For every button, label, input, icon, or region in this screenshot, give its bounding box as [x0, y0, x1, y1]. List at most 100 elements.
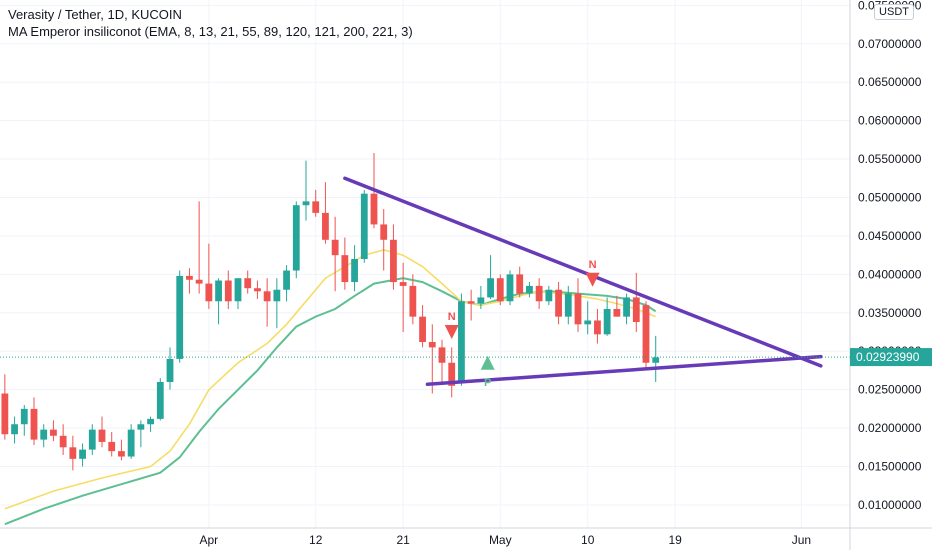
- price-tick-label: 0.05000000: [858, 191, 922, 205]
- candle-body: [370, 193, 378, 225]
- time-tick-label: 19: [668, 533, 682, 547]
- signal-triangle-down: [444, 325, 459, 340]
- candle-body: [88, 429, 96, 450]
- candle-body: [1, 393, 9, 435]
- candle-body: [467, 301, 475, 304]
- candle-body: [312, 201, 320, 213]
- time-axis[interactable]: Apr 12 21 May 10 19 Jun: [0, 527, 932, 547]
- price-tick-label: 0.06500000: [858, 75, 922, 89]
- time-tick-label: 21: [396, 533, 410, 547]
- price-tick-label: 0.06000000: [858, 114, 922, 128]
- candle-body: [30, 408, 38, 440]
- last-price-text: 0.02923990: [856, 350, 920, 364]
- grid-lines: [0, 0, 850, 528]
- candle-body: [642, 305, 650, 363]
- candle-body: [108, 441, 116, 452]
- candle-body: [632, 297, 640, 323]
- candle-body: [11, 424, 18, 435]
- signal-triangle-up: [480, 355, 495, 370]
- time-tick-label: May: [489, 533, 512, 547]
- candle-body: [273, 289, 281, 302]
- candle-body: [254, 288, 261, 292]
- candle-body: [244, 278, 252, 289]
- price-tick-label: 0.04000000: [858, 267, 922, 281]
- candle-body: [584, 320, 592, 325]
- trendlines: [343, 176, 823, 387]
- candle-body: [40, 429, 48, 440]
- candle-body: [283, 270, 290, 290]
- price-axis[interactable]: 0.01000000 0.01500000 0.02000000 0.02500000…: [849, 0, 922, 550]
- candle-body: [409, 285, 417, 317]
- candle-body: [623, 297, 630, 317]
- candle-body: [302, 201, 310, 206]
- price-tick-label: 0.05500000: [858, 152, 922, 166]
- last-price-label: 0.02923990: [850, 348, 932, 367]
- candle-body: [176, 275, 184, 359]
- candle-body: [351, 259, 358, 283]
- candle-body: [652, 357, 660, 363]
- last-price-badge: [850, 348, 932, 367]
- currency-badge[interactable]: USDT: [874, 4, 914, 20]
- candle-body: [79, 449, 86, 459]
- price-tick-label: 0.01000000: [858, 498, 922, 512]
- time-tick-label: Apr: [200, 533, 219, 547]
- candle-body: [195, 279, 203, 284]
- candle-body: [564, 293, 572, 317]
- candle-body: [399, 282, 407, 286]
- candle-body: [360, 193, 368, 260]
- candle-body: [419, 316, 426, 343]
- candle-body: [59, 435, 67, 448]
- candlestick-series: [1, 152, 660, 471]
- trendline: [425, 354, 823, 387]
- candle-body: [322, 212, 329, 240]
- candle-body: [118, 451, 125, 457]
- candle-body: [205, 283, 213, 302]
- candle-body: [20, 408, 28, 425]
- candle-body: [487, 278, 494, 298]
- candle-body: [526, 285, 533, 294]
- candle-body: [574, 293, 582, 325]
- price-tick-label: 0.02500000: [858, 383, 922, 397]
- symbol-title[interactable]: Verasity / Tether, 1D, KUCOIN: [8, 7, 182, 22]
- candle-body: [594, 320, 601, 335]
- candle-body: [50, 429, 57, 436]
- time-tick-label: 10: [581, 533, 595, 547]
- candle-body: [127, 429, 135, 457]
- candle-body: [147, 418, 154, 425]
- candle-body: [438, 347, 446, 363]
- candle-body: [390, 239, 397, 283]
- candle-body: [215, 280, 222, 302]
- signal-triangle-down: [585, 272, 600, 287]
- candle-body: [292, 205, 300, 271]
- price-tick-label: 0.07000000: [858, 37, 922, 51]
- time-tick-label: Jun: [792, 533, 811, 547]
- candle-body: [428, 342, 436, 348]
- trendline: [343, 176, 823, 368]
- candle-body: [234, 278, 242, 302]
- candle-body: [166, 358, 174, 382]
- signal-label: N: [448, 311, 456, 323]
- candle-body: [458, 301, 465, 382]
- indicator-title[interactable]: MA Emperor insiliconot (EMA, 8, 13, 21, …: [8, 24, 413, 39]
- price-tick-label: 0.04500000: [858, 229, 922, 243]
- candle-body: [263, 291, 271, 302]
- signal-label: N: [589, 259, 597, 271]
- candle-body: [341, 255, 349, 283]
- price-tick-label: 0.02000000: [858, 421, 922, 435]
- candle-body: [224, 280, 232, 302]
- candle-body: [613, 308, 621, 317]
- signal-label: P: [484, 377, 491, 389]
- candle-body: [477, 297, 485, 304]
- candle-body: [506, 274, 514, 302]
- candle-body: [448, 362, 456, 386]
- time-tick-label: 12: [309, 533, 323, 547]
- candle-body: [380, 224, 388, 240]
- candle-body: [331, 239, 339, 256]
- price-tick-label: 0.03500000: [858, 306, 922, 320]
- candle-body: [137, 424, 145, 430]
- candle-body: [545, 289, 553, 302]
- price-tick-label: 0.01500000: [858, 460, 922, 474]
- candle-body: [69, 447, 77, 459]
- candle-body: [555, 289, 562, 317]
